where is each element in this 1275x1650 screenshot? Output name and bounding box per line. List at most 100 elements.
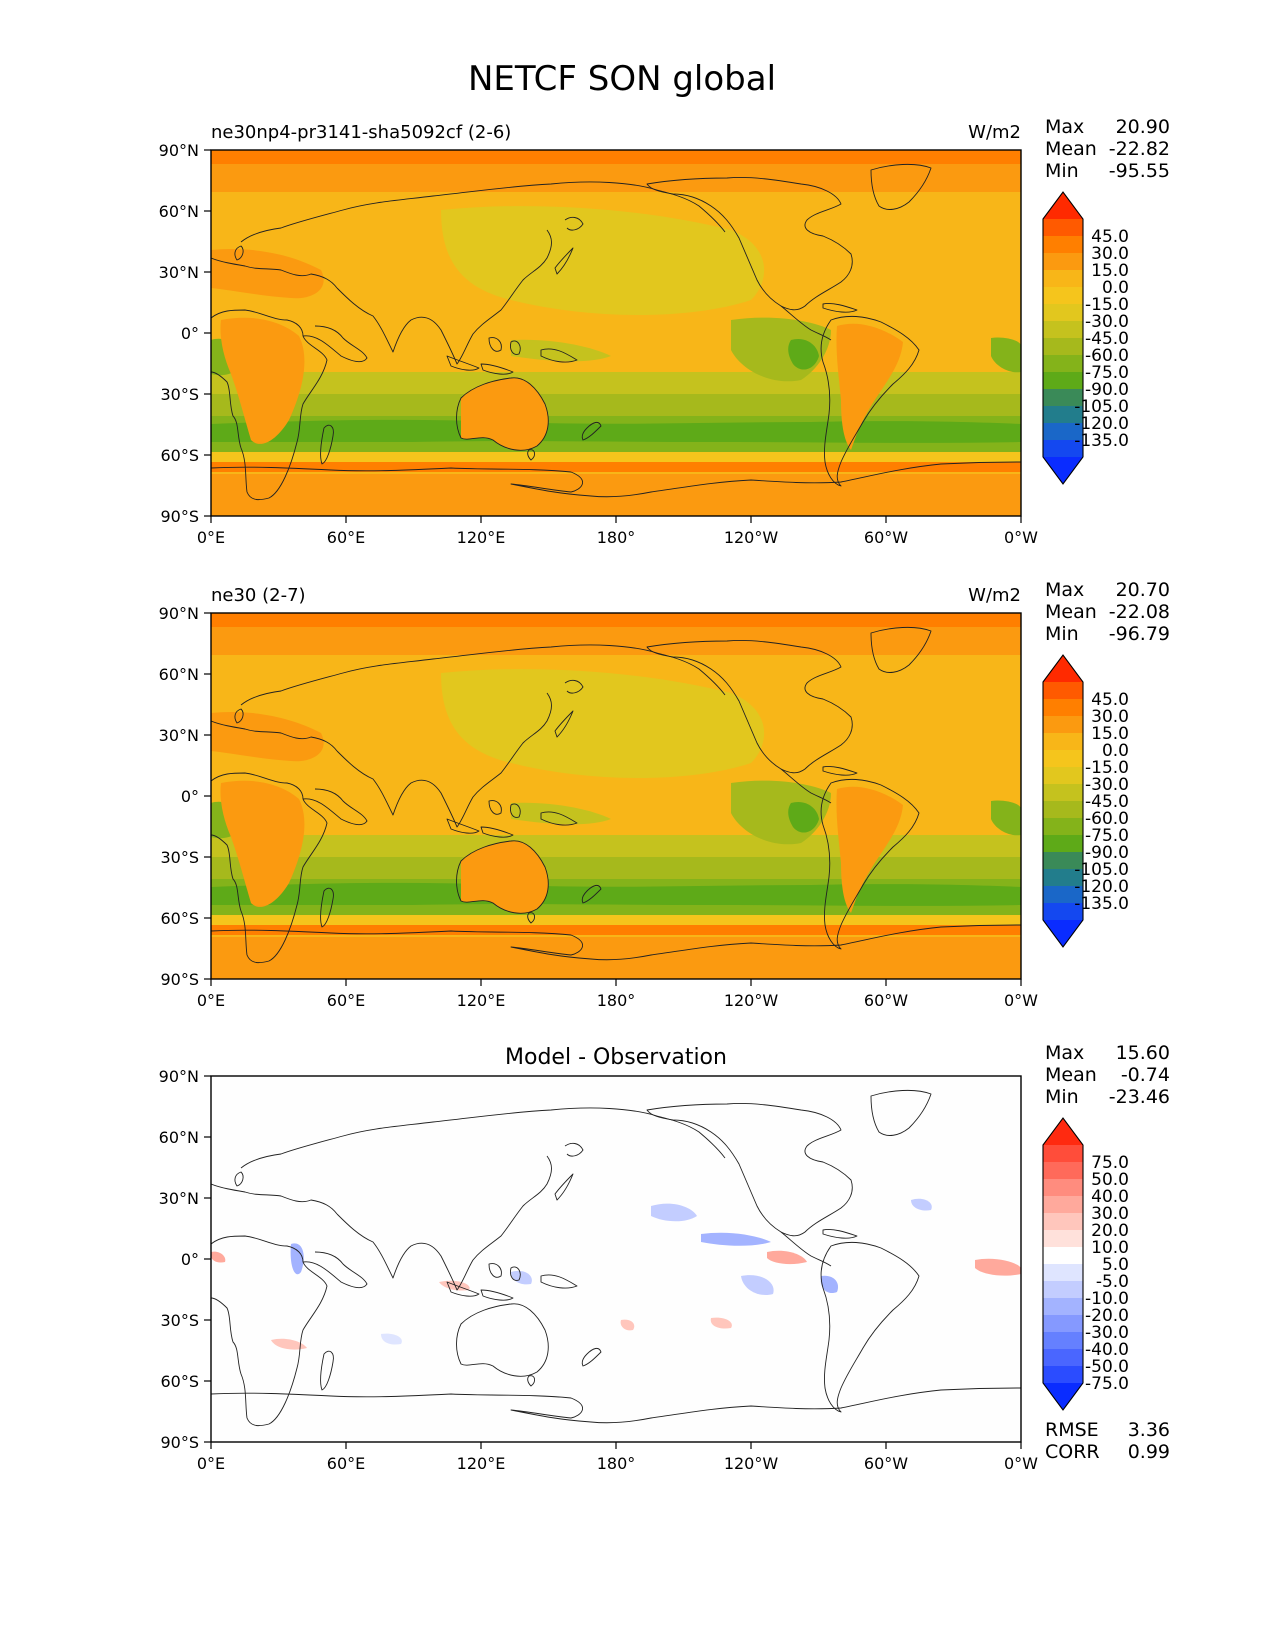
colorbar-segment xyxy=(1043,1349,1083,1367)
colorbar-segment xyxy=(1043,869,1083,887)
colorbar-segment xyxy=(1043,852,1083,870)
colorbar-segment xyxy=(1043,287,1083,305)
lat-tick-label: 90°S xyxy=(160,507,199,526)
colorbar-segment xyxy=(1043,321,1083,339)
colorbar-segment xyxy=(1043,699,1083,717)
colorbar-segment xyxy=(1043,886,1083,904)
colorbar-label: -30.0 xyxy=(1085,775,1129,795)
stat-max-value: 20.70 xyxy=(1116,579,1170,601)
colorbar-segment xyxy=(1043,219,1083,237)
colorbar-label: -120.0 xyxy=(1074,414,1129,434)
lat-tick-label: 0° xyxy=(181,324,199,343)
colorbar-label: -90.0 xyxy=(1085,843,1129,863)
colorbar-label: -75.0 xyxy=(1085,826,1129,846)
colorbar-segment xyxy=(1043,1298,1083,1316)
panel-1-units: W/m2 xyxy=(968,122,1021,143)
lon-tick-label: 0°E xyxy=(197,991,225,1010)
colorbar-label: -50.0 xyxy=(1085,1357,1129,1377)
lat-tick-label: 0° xyxy=(181,787,199,806)
stat-max-label: Max xyxy=(1045,1042,1084,1064)
panel-3-lat-ticks: 90°N 60°N 30°N 0° 30°S 60°S 90°S xyxy=(159,1067,211,1452)
colorbar-label: -75.0 xyxy=(1085,1374,1129,1394)
lat-tick-label: 30°N xyxy=(159,263,199,282)
colorbar-label: 30.0 xyxy=(1091,1204,1129,1224)
colorbar-extend-max xyxy=(1043,192,1083,219)
colorbar-segment xyxy=(1043,1366,1083,1384)
panel-3-title: Model - Observation xyxy=(505,1045,727,1070)
lat-tick-label: 60°S xyxy=(160,909,199,928)
colorbar-label: -105.0 xyxy=(1074,860,1129,880)
stat-min-value: -23.46 xyxy=(1109,1086,1170,1108)
colorbar-label: 30.0 xyxy=(1091,707,1129,727)
colorbar-segment xyxy=(1043,304,1083,322)
stat-min-label: Min xyxy=(1045,160,1079,182)
lat-tick-label: 60°N xyxy=(159,1128,199,1147)
colorbar-label: -15.0 xyxy=(1085,758,1129,778)
lon-tick-label: 0°W xyxy=(1004,991,1038,1010)
lon-tick-label: 60°W xyxy=(864,1454,908,1473)
colorbar-extend-min xyxy=(1043,457,1083,484)
colorbar-label: 20.0 xyxy=(1091,1221,1129,1241)
stat-min-label: Min xyxy=(1045,1086,1079,1108)
colorbar-outline xyxy=(1042,1117,1084,1411)
lon-tick-label: 120°W xyxy=(724,528,779,547)
colorbar-label: -45.0 xyxy=(1085,329,1129,349)
panel-2: ne30 (2-7) W/m2 90°N60°N30°N0°30°S60°S90… xyxy=(159,585,1039,1010)
colorbar-label: -135.0 xyxy=(1074,431,1129,451)
colorbar-extend-max xyxy=(1043,655,1083,682)
colorbar-extend-max xyxy=(1043,1118,1083,1145)
colorbar-label: -40.0 xyxy=(1085,1340,1129,1360)
lat-tick-label: 60°S xyxy=(160,446,199,465)
lat-tick-label: 90°N xyxy=(159,141,199,160)
colorbar-segment xyxy=(1043,1247,1083,1265)
panel-2-lon-ticks: 0°E 60°E 120°E 180° 120°W 60°W 0°W xyxy=(197,979,1038,1010)
lat-tick-label: 30°S xyxy=(160,1311,199,1330)
panel-3-map xyxy=(211,1076,1021,1442)
colorbar-label: -60.0 xyxy=(1085,346,1129,366)
colorbar-segment xyxy=(1043,733,1083,751)
stat-min-label: Min xyxy=(1045,623,1079,645)
colorbar-label: -10.0 xyxy=(1085,1289,1129,1309)
colorbar-label: 15.0 xyxy=(1091,261,1129,281)
rmse-value: 3.36 xyxy=(1128,1419,1170,1441)
panel-1: ne30np4-pr3141-sha5092cf (2-6) W/m2 90°N… xyxy=(159,122,1039,547)
colorbar-label: 5.0 xyxy=(1102,1255,1129,1275)
panel-3: Model - Observation 90°N 60°N 30°N 0° 30°S 60… xyxy=(159,1045,1039,1473)
colorbar-segment xyxy=(1043,406,1083,424)
colorbar-label: -120.0 xyxy=(1074,877,1129,897)
colorbar-label: 75.0 xyxy=(1091,1153,1129,1173)
panel-1-lon-ticks: 0°E 60°E 120°E 180° 120°W 60°W 0°W xyxy=(197,516,1038,547)
stat-mean-value: -22.08 xyxy=(1109,601,1170,623)
colorbar-label: 45.0 xyxy=(1091,227,1129,247)
lat-tick-label: 60°S xyxy=(160,1372,199,1391)
stat-max-label: Max xyxy=(1045,116,1084,138)
lon-tick-label: 60°W xyxy=(864,528,908,547)
colorbar-label: -5.0 xyxy=(1096,1272,1129,1292)
colorbar-segment xyxy=(1043,1179,1083,1197)
lat-tick-label: 0° xyxy=(181,1250,199,1269)
colorbar-segment xyxy=(1043,1145,1083,1163)
panel-2-units: W/m2 xyxy=(968,585,1021,606)
colorbar-outline xyxy=(1042,654,1084,948)
colorbar-label: -15.0 xyxy=(1085,295,1129,315)
colorbar-label: -90.0 xyxy=(1085,380,1129,400)
colorbar-segment xyxy=(1043,338,1083,356)
colorbar-extend-min xyxy=(1043,920,1083,947)
panel-1-lat-ticks: 90°N 60°N 30°N 0° 30°S 60°S 90°S xyxy=(159,141,211,526)
stat-min-value: -96.79 xyxy=(1109,623,1170,645)
lon-tick-label: 0°W xyxy=(1004,528,1038,547)
colorbar-segment xyxy=(1043,1281,1083,1299)
colorbar-label: 15.0 xyxy=(1091,724,1129,744)
panel-2-colorbar: 45.030.015.00.0-15.0-30.0-45.0-60.0-75.0… xyxy=(1042,654,1129,948)
stat-mean-label: Mean xyxy=(1045,601,1097,623)
stat-min-value: -95.55 xyxy=(1109,160,1170,182)
colorbar-segment xyxy=(1043,236,1083,254)
colorbar-segment xyxy=(1043,818,1083,836)
colorbar-segment xyxy=(1043,372,1083,390)
lat-tick-label: 90°S xyxy=(160,1433,199,1452)
colorbar-label: -75.0 xyxy=(1085,363,1129,383)
colorbar-label: -45.0 xyxy=(1085,792,1129,812)
colorbar-label: 10.0 xyxy=(1091,1238,1129,1258)
colorbar-segment xyxy=(1043,767,1083,785)
